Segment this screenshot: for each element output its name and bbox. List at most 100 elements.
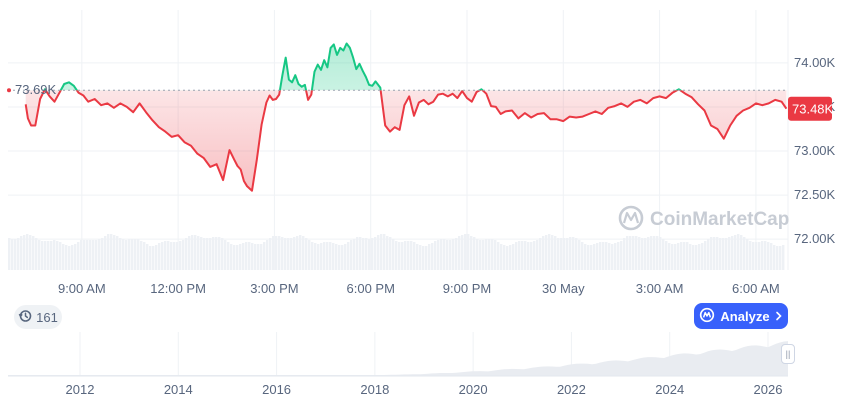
volume-bar (32, 236, 35, 270)
volume-bar (260, 244, 263, 270)
y-tick-label: 72.00K (794, 231, 836, 246)
volume-bar (362, 238, 365, 270)
volume-bar (20, 236, 23, 270)
navigator-drag-handle[interactable]: || (781, 344, 795, 364)
volume-bar (665, 241, 668, 270)
volume-bar (104, 236, 107, 270)
volume-bar (62, 244, 65, 270)
volume-bar (758, 242, 761, 270)
volume-bar (737, 234, 740, 270)
volume-bar (707, 239, 710, 270)
volume-bar (617, 242, 620, 270)
navigator-year-ticks: 2012 2014 2016 2018 2020 2022 2024 2026 (66, 382, 783, 397)
volume-bar (728, 237, 731, 270)
volume-bar (530, 242, 533, 270)
volume-bar (635, 236, 638, 270)
reference-price-label: 73.69K (15, 82, 57, 97)
volume-bar (401, 242, 404, 270)
history-count: 161 (36, 309, 58, 325)
volume-bar (542, 236, 545, 270)
volume-bar (497, 242, 500, 270)
volume-bar (677, 243, 680, 270)
volume-bar (386, 236, 389, 270)
volume-bar (509, 245, 512, 270)
volume-bar (17, 238, 20, 270)
volume-bar (734, 235, 737, 270)
range-navigator[interactable]: 2012 2014 2016 2018 2020 2022 2024 2026 (8, 332, 788, 397)
volume-bar (119, 238, 122, 270)
volume-bar (302, 236, 305, 270)
volume-bar (476, 239, 479, 270)
volume-bar (608, 243, 611, 270)
analyze-button[interactable]: Analyze (694, 303, 788, 329)
volume-bar (215, 237, 218, 270)
volume-bar (578, 240, 581, 270)
history-events-pill[interactable]: 161 (14, 305, 62, 329)
volume-bar (284, 238, 287, 270)
volume-bar (41, 241, 44, 270)
volume-bar (275, 236, 278, 270)
volume-bar (161, 242, 164, 270)
volume-bar (437, 240, 440, 270)
volume-bar (248, 242, 251, 270)
volume-bar (686, 242, 689, 270)
volume-bar (629, 236, 632, 270)
volume-bar (383, 234, 386, 270)
volume-bar (494, 240, 497, 270)
volume-bar (743, 237, 746, 270)
volume-bar (731, 236, 734, 270)
volume-bar (521, 241, 524, 270)
volume-bar (575, 238, 578, 270)
volume-bar (266, 240, 269, 270)
volume-bar (536, 240, 539, 270)
volume-bar (269, 238, 272, 270)
analyze-logo-icon (699, 307, 715, 326)
volume-bar (359, 237, 362, 270)
volume-bar (428, 244, 431, 270)
navigator-year-label: 2014 (164, 382, 193, 397)
volume-bar (764, 241, 767, 270)
volume-bar (224, 240, 227, 270)
volume-bar (596, 243, 599, 270)
volume-bar (278, 236, 281, 270)
x-tick-label: 6:00 PM (347, 281, 395, 296)
volume-bar (512, 244, 515, 270)
volume-bar (89, 240, 92, 270)
volume-bar (548, 234, 551, 270)
volume-bar (371, 238, 374, 270)
volume-bar (632, 236, 635, 270)
volume-bar (188, 236, 191, 270)
volume-bar (719, 238, 722, 270)
volume-bar (461, 235, 464, 270)
volume-bar (242, 243, 245, 270)
volume-bar (782, 245, 785, 270)
volume-bar (347, 242, 350, 270)
volume-bar (725, 238, 728, 270)
volume-bar (14, 239, 17, 270)
volume-bar (572, 237, 575, 270)
volume-bar (257, 244, 260, 270)
volume-bar (524, 241, 527, 270)
volume-bar (560, 238, 563, 270)
volume-bar (518, 241, 521, 270)
x-tick-label: 3:00 AM (636, 281, 684, 296)
volume-bar (197, 236, 200, 270)
volume-bar (254, 244, 257, 270)
volume-bar (29, 235, 32, 270)
volume-bar (662, 239, 665, 270)
y-tick-label: 72.50K (794, 187, 836, 202)
volume-bar (281, 237, 284, 270)
volume-bar (551, 235, 554, 270)
volume-bar (431, 243, 434, 270)
volume-bar (179, 241, 182, 270)
volume-bar (695, 245, 698, 270)
volume-bar (335, 244, 338, 270)
coinmarketcap-logo-icon (618, 205, 644, 231)
volume-bar (44, 241, 47, 270)
volume-bar (605, 242, 608, 270)
volume-bar (407, 241, 410, 270)
volume-bar (164, 241, 167, 270)
volume-bar (389, 237, 392, 270)
volume-bar (767, 242, 770, 270)
